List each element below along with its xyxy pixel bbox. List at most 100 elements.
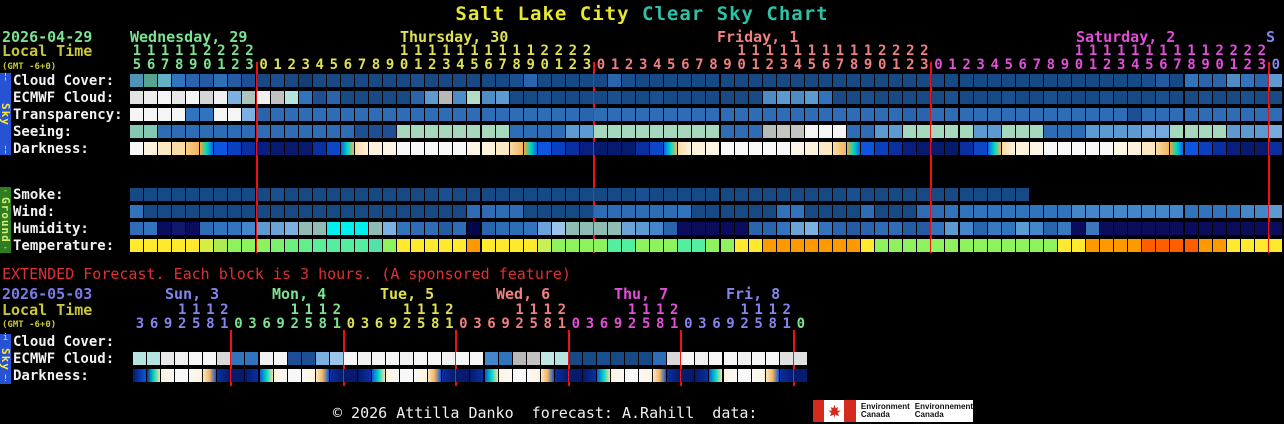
forecast-block[interactable]	[636, 125, 650, 138]
forecast-block[interactable]	[636, 108, 650, 121]
forecast-block[interactable]	[804, 125, 818, 138]
forecast-block[interactable]	[1254, 142, 1268, 155]
forecast-block[interactable]	[1114, 142, 1128, 155]
forecast-block[interactable]	[973, 205, 987, 218]
forecast-block[interactable]	[1029, 74, 1043, 87]
forecast-block[interactable]	[973, 188, 987, 201]
forecast-block[interactable]	[130, 142, 143, 155]
forecast-block[interactable]	[411, 125, 425, 138]
forecast-block[interactable]	[1100, 91, 1114, 104]
forecast-block[interactable]	[889, 74, 903, 87]
forecast-block[interactable]	[1226, 239, 1240, 252]
forecast-block[interactable]	[1198, 205, 1212, 218]
forecast-block[interactable]	[340, 239, 354, 252]
forecast-block[interactable]	[439, 142, 453, 155]
forecast-block[interactable]	[1114, 222, 1128, 235]
forecast-block[interactable]	[203, 369, 217, 382]
forecast-block[interactable]	[748, 205, 762, 218]
forecast-block[interactable]	[481, 222, 495, 235]
forecast-block[interactable]	[959, 188, 973, 201]
forecast-block[interactable]	[523, 74, 537, 87]
forecast-block[interactable]	[734, 205, 748, 218]
forecast-block[interactable]	[593, 74, 607, 87]
forecast-block[interactable]	[650, 188, 664, 201]
forecast-block[interactable]	[987, 188, 1001, 201]
forecast-block[interactable]	[833, 91, 846, 104]
forecast-block[interactable]	[973, 91, 987, 104]
forecast-block[interactable]	[889, 239, 903, 252]
environment-canada-logo[interactable]: Environment Canada Environnement Canada	[813, 400, 973, 422]
forecast-block[interactable]	[664, 142, 678, 155]
forecast-block[interactable]	[498, 352, 512, 365]
forecast-block[interactable]	[172, 222, 186, 235]
forecast-block[interactable]	[186, 125, 200, 138]
forecast-block[interactable]	[622, 188, 636, 201]
forecast-block[interactable]	[875, 222, 889, 235]
forecast-block[interactable]	[453, 125, 467, 138]
forecast-block[interactable]	[861, 239, 875, 252]
forecast-block[interactable]	[298, 188, 312, 201]
forecast-block[interactable]	[1015, 91, 1029, 104]
forecast-block[interactable]	[242, 222, 256, 235]
forecast-block[interactable]	[1100, 222, 1114, 235]
forecast-block[interactable]	[720, 239, 734, 252]
forecast-block[interactable]	[1086, 239, 1100, 252]
forecast-block[interactable]	[298, 108, 312, 121]
forecast-block[interactable]	[903, 222, 917, 235]
forecast-block[interactable]	[804, 91, 818, 104]
forecast-block[interactable]	[565, 125, 579, 138]
forecast-block[interactable]	[301, 352, 315, 365]
forecast-block[interactable]	[1268, 142, 1282, 155]
forecast-block[interactable]	[593, 239, 607, 252]
forecast-block[interactable]	[776, 108, 790, 121]
forecast-block[interactable]	[1240, 205, 1254, 218]
forecast-block[interactable]	[315, 369, 329, 382]
forecast-block[interactable]	[383, 222, 397, 235]
forecast-block[interactable]	[582, 369, 596, 382]
forecast-block[interactable]	[1226, 142, 1240, 155]
forecast-block[interactable]	[357, 369, 371, 382]
forecast-block[interactable]	[762, 142, 776, 155]
forecast-block[interactable]	[439, 205, 453, 218]
forecast-block[interactable]	[439, 125, 453, 138]
forecast-block[interactable]	[1184, 142, 1198, 155]
forecast-block[interactable]	[667, 369, 681, 382]
forecast-block[interactable]	[1212, 142, 1226, 155]
forecast-block[interactable]	[158, 74, 172, 87]
forecast-block[interactable]	[340, 125, 354, 138]
forecast-block[interactable]	[175, 352, 189, 365]
forecast-block[interactable]	[217, 369, 231, 382]
forecast-block[interactable]	[917, 108, 931, 121]
forecast-block[interactable]	[411, 91, 425, 104]
forecast-block[interactable]	[622, 108, 636, 121]
forecast-block[interactable]	[495, 205, 509, 218]
forecast-block[interactable]	[200, 239, 214, 252]
forecast-block[interactable]	[622, 239, 636, 252]
forecast-block[interactable]	[1029, 91, 1043, 104]
forecast-block[interactable]	[650, 108, 664, 121]
forecast-block[interactable]	[653, 369, 667, 382]
forecast-block[interactable]	[509, 222, 523, 235]
forecast-block[interactable]	[847, 125, 861, 138]
forecast-block[interactable]	[467, 205, 481, 218]
forecast-block[interactable]	[917, 91, 931, 104]
forecast-block[interactable]	[622, 205, 636, 218]
forecast-block[interactable]	[397, 108, 411, 121]
forecast-block[interactable]	[681, 352, 695, 365]
forecast-block[interactable]	[158, 239, 172, 252]
forecast-block[interactable]	[748, 239, 762, 252]
forecast-block[interactable]	[765, 352, 779, 365]
forecast-block[interactable]	[456, 369, 470, 382]
forecast-block[interactable]	[1254, 205, 1268, 218]
forecast-block[interactable]	[734, 74, 748, 87]
forecast-block[interactable]	[622, 222, 636, 235]
forecast-block[interactable]	[214, 142, 228, 155]
forecast-block[interactable]	[608, 108, 622, 121]
forecast-block[interactable]	[509, 239, 523, 252]
forecast-block[interactable]	[776, 125, 790, 138]
forecast-block[interactable]	[636, 91, 650, 104]
forecast-block[interactable]	[523, 108, 537, 121]
forecast-block[interactable]	[242, 74, 256, 87]
forecast-block[interactable]	[1254, 239, 1268, 252]
forecast-block[interactable]	[720, 74, 734, 87]
